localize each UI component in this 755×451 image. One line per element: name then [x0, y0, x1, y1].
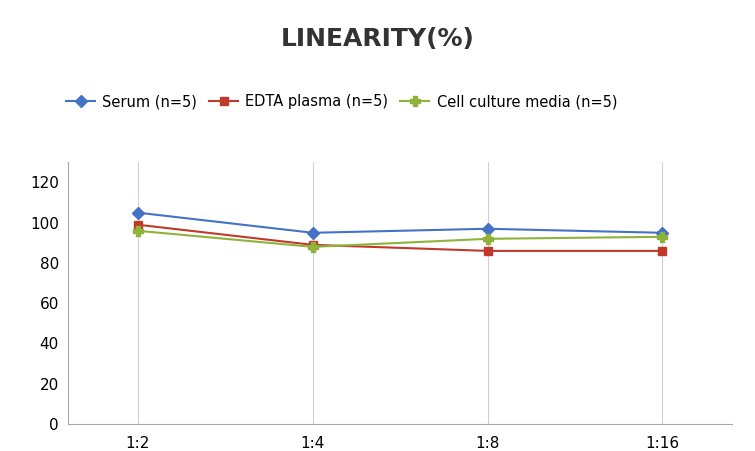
Line: Serum (n=5): Serum (n=5)	[134, 208, 667, 237]
Serum (n=5)	[308, 230, 317, 235]
Cell culture media (n=5)	[658, 234, 667, 239]
Cell culture media (n=5)	[308, 244, 317, 249]
Serum (n=5)	[658, 230, 667, 235]
EDTA plasma (n=5)	[308, 242, 317, 248]
Cell culture media (n=5)	[483, 236, 492, 242]
EDTA plasma (n=5)	[134, 222, 143, 227]
Text: LINEARITY(%): LINEARITY(%)	[281, 27, 474, 51]
Legend: Serum (n=5), EDTA plasma (n=5), Cell culture media (n=5): Serum (n=5), EDTA plasma (n=5), Cell cul…	[60, 88, 623, 115]
Line: Cell culture media (n=5): Cell culture media (n=5)	[133, 226, 667, 252]
Line: EDTA plasma (n=5): EDTA plasma (n=5)	[134, 221, 667, 255]
EDTA plasma (n=5)	[658, 248, 667, 253]
Cell culture media (n=5)	[134, 228, 143, 234]
EDTA plasma (n=5)	[483, 248, 492, 253]
Serum (n=5)	[134, 210, 143, 216]
Serum (n=5)	[483, 226, 492, 231]
